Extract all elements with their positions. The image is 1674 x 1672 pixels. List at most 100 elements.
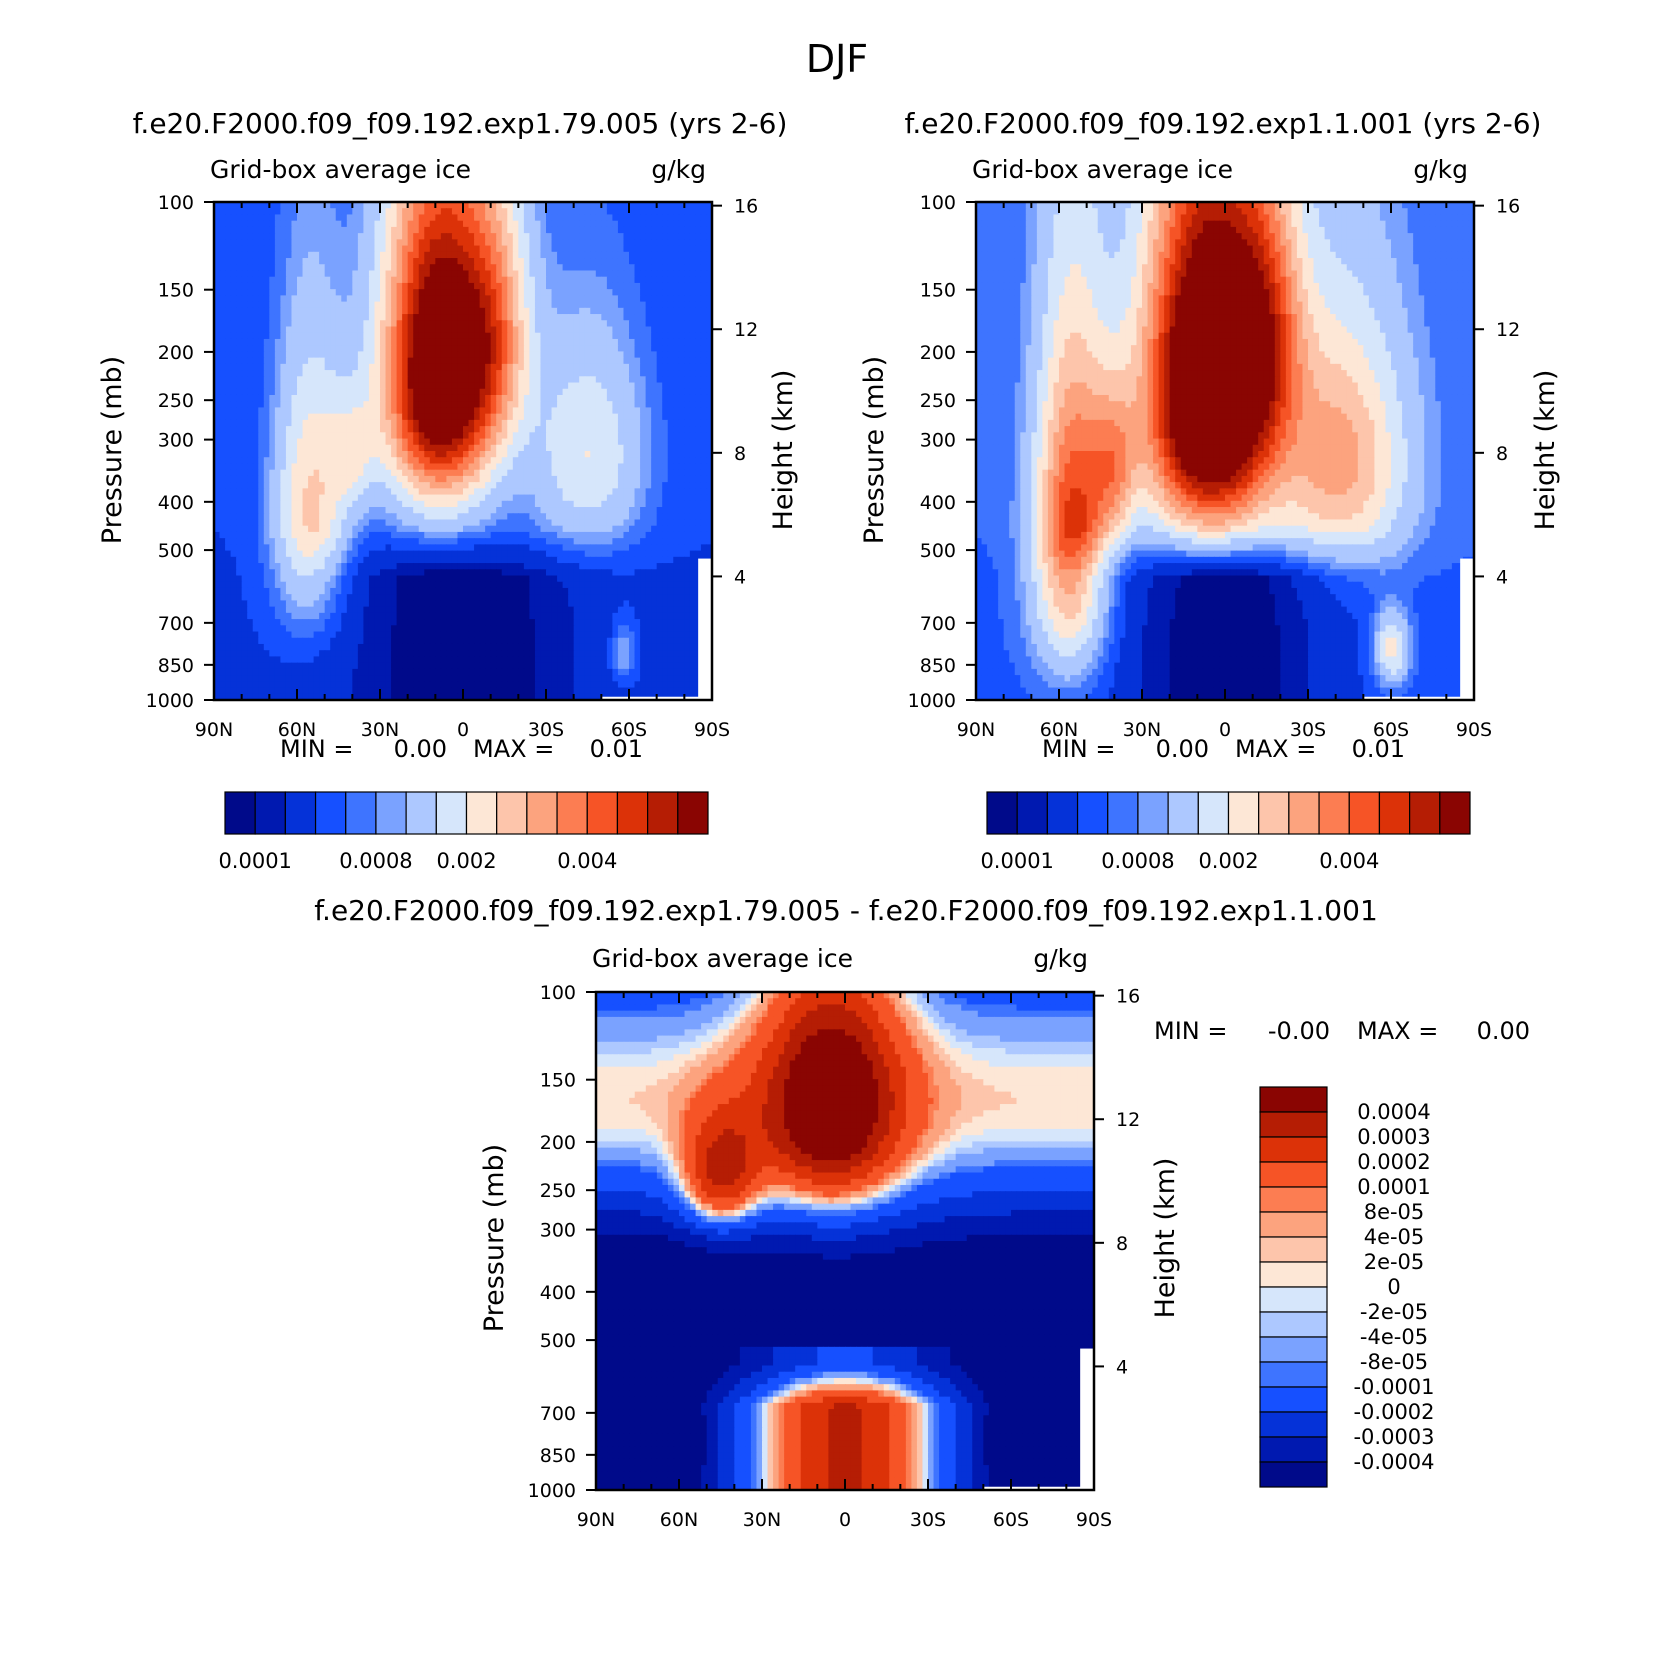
contour-cell: [285, 494, 293, 502]
contour-cell: [319, 407, 326, 415]
contour-cell: [280, 214, 287, 222]
contour-cell: [579, 258, 586, 265]
contour-cell: [308, 326, 315, 334]
contour-cell: [258, 332, 265, 340]
contour-cell: [695, 525, 702, 533]
contour-cell: [700, 525, 708, 533]
contour-cell: [418, 451, 425, 458]
contour-cell: [485, 525, 492, 533]
contour-cell: [380, 301, 387, 309]
contour-cell: [241, 488, 248, 496]
contour-cell: [678, 357, 685, 365]
contour-cell: [523, 475, 530, 483]
contour-cell: [667, 301, 674, 309]
contour-cell: [429, 202, 436, 209]
contour-cell: [485, 320, 492, 328]
contour-cell: [656, 220, 663, 228]
contour-cell: [219, 295, 226, 303]
contour-cell: [357, 432, 364, 440]
contour-cell: [346, 469, 353, 477]
contour-cell: [645, 239, 652, 247]
contour-cell: [474, 326, 481, 334]
contour-cell: [645, 525, 652, 533]
contour-cell: [584, 475, 591, 483]
contour-cell: [557, 233, 564, 240]
contour-cell: [313, 432, 320, 440]
contour-cell: [413, 307, 420, 315]
contour-cell: [551, 270, 558, 278]
contour-cell: [579, 363, 586, 371]
contour-cell: [374, 326, 381, 334]
contour-cell: [385, 239, 392, 247]
contour-cell: [247, 438, 254, 446]
contour-cell: [252, 475, 259, 483]
contour-cell: [308, 332, 315, 340]
contour-cell: [640, 233, 647, 240]
contour-cell: [606, 314, 613, 321]
contour-cell: [330, 289, 337, 296]
contour-cell: [291, 382, 298, 390]
contour-cell: [435, 301, 442, 309]
contour-cell: [319, 394, 326, 402]
contour-cell: [612, 382, 619, 390]
contour-cell: [236, 544, 243, 552]
contour-cell: [252, 500, 259, 508]
contour-cell: [258, 239, 265, 247]
contour-cell: [485, 363, 492, 371]
contour-cell: [291, 345, 298, 352]
contour-cell: [374, 357, 381, 365]
contour-cell: [446, 451, 453, 458]
contour-cell: [330, 264, 337, 272]
contour-cell: [214, 451, 221, 458]
contour-cell: [440, 326, 447, 334]
contour-cell: [402, 494, 409, 502]
contour-cell: [302, 500, 309, 508]
contour-cell: [706, 407, 712, 415]
contour-cell: [485, 220, 492, 228]
contour-cell: [241, 475, 248, 483]
contour-cell: [579, 457, 586, 465]
contour-cell: [302, 494, 309, 502]
contour-cell: [291, 407, 298, 415]
contour-cell: [606, 202, 613, 209]
contour-cell: [396, 332, 403, 340]
contour-cell: [380, 202, 387, 209]
contour-cell: [606, 307, 613, 315]
contour-cell: [507, 382, 514, 390]
contour-cell: [485, 345, 492, 352]
contour-cell: [662, 270, 669, 278]
contour-cell: [617, 438, 625, 446]
contour-cell: [236, 289, 243, 296]
contour-cell: [363, 507, 370, 514]
contour-cell: [706, 214, 712, 222]
contour-cell: [490, 488, 497, 496]
contour-cell: [540, 513, 547, 521]
contour-cell: [695, 220, 702, 228]
contour-cell: [518, 413, 525, 421]
contour-cell: [291, 307, 298, 315]
contour-cell: [274, 314, 281, 321]
contour-cell: [496, 438, 503, 446]
contour-cell: [529, 345, 536, 352]
contour-cell: [214, 519, 221, 527]
contour-cell: [308, 426, 315, 433]
contour-cell: [496, 382, 503, 390]
contour-cell: [285, 419, 293, 427]
contour-cell: [385, 363, 392, 371]
contour-cell: [562, 463, 569, 471]
contour-cell: [330, 202, 337, 209]
contour-cell: [645, 326, 652, 334]
contour-cell: [269, 457, 276, 465]
contour-cell: [374, 239, 381, 247]
contour-cell: [424, 202, 431, 209]
contour-cell: [402, 351, 409, 359]
contour-cell: [617, 202, 625, 209]
contour-cell: [523, 357, 530, 365]
contour-cell: [368, 538, 376, 545]
contour-cell: [291, 457, 298, 465]
contour-cell: [214, 394, 221, 402]
contour-cell: [512, 332, 519, 340]
contour-cell: [700, 220, 708, 228]
contour-cell: [485, 245, 492, 253]
contour-cell: [496, 519, 503, 527]
